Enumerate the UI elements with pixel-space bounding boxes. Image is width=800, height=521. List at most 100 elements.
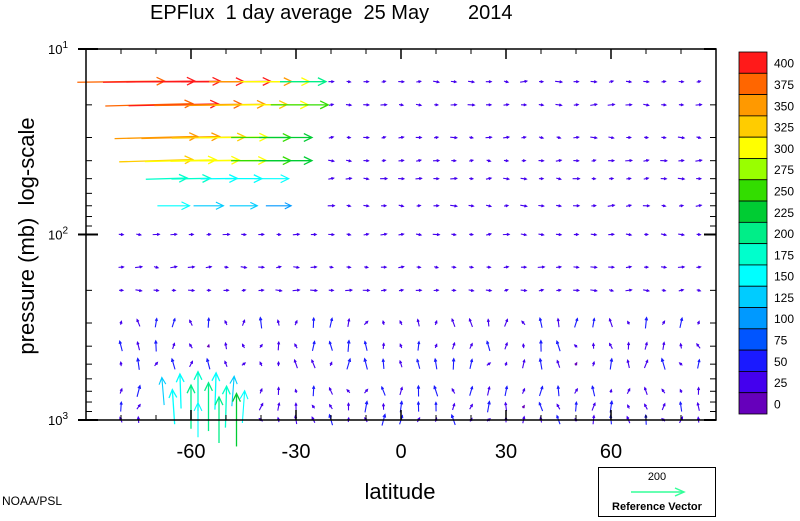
vector-arrow xyxy=(556,403,561,410)
vector-arrow xyxy=(416,159,423,163)
vector-arrow xyxy=(486,362,492,366)
vector-arrow xyxy=(520,177,528,181)
vector-arrow xyxy=(381,402,386,410)
vector-arrow xyxy=(119,155,195,165)
vector-arrow xyxy=(363,232,370,236)
vector-arrow xyxy=(187,265,196,269)
vector-arrow xyxy=(157,201,191,211)
vector-arrow xyxy=(469,342,473,349)
vector-arrow xyxy=(451,341,456,350)
vector-arrow xyxy=(119,400,123,412)
vector-arrow xyxy=(346,204,352,208)
x-axis-ticks: -60 -30 0 30 60 xyxy=(85,49,717,463)
vector-arrow xyxy=(205,265,213,269)
x-tick-label: 30 xyxy=(495,441,517,463)
vector-arrow xyxy=(154,317,158,328)
vector-arrow xyxy=(258,402,264,411)
vector-arrow xyxy=(538,385,544,397)
vector-arrow xyxy=(677,265,686,269)
vector-arrow xyxy=(696,401,700,411)
vector-arrow xyxy=(224,341,228,350)
vector-arrow xyxy=(486,159,492,163)
vector-arrow xyxy=(503,159,510,163)
vector-arrow xyxy=(608,159,616,163)
vector-arrow xyxy=(487,385,491,396)
vector-arrow xyxy=(450,204,459,208)
vector-arrow xyxy=(416,204,422,208)
vector-arrow xyxy=(265,202,293,210)
vector-arrow xyxy=(469,159,475,163)
vector-arrow xyxy=(381,342,386,349)
vector-arrow xyxy=(434,319,438,326)
vector-arrow xyxy=(153,265,160,269)
vector-arrow xyxy=(328,159,336,163)
vector-arrow xyxy=(224,360,228,368)
vector-arrow xyxy=(363,135,370,140)
vector-arrow xyxy=(522,358,526,369)
vector-arrow xyxy=(381,136,387,140)
vector-arrow xyxy=(293,358,298,369)
vector-arrow xyxy=(573,344,578,348)
vector-arrow xyxy=(346,80,352,84)
vector-arrow xyxy=(416,384,421,397)
vector-arrow xyxy=(381,385,386,396)
vector-arrow xyxy=(643,177,650,181)
vector-arrow xyxy=(433,80,441,84)
vector-arrow xyxy=(168,388,178,425)
vector-arrow xyxy=(538,316,543,328)
vector-arrow xyxy=(592,317,596,328)
vector-arrow xyxy=(521,135,527,140)
colorbar-label: 250 xyxy=(774,184,794,198)
vector-arrow xyxy=(556,135,562,140)
vector-arrow xyxy=(486,232,493,236)
vector-arrow xyxy=(660,265,668,269)
vector-arrow xyxy=(660,357,666,370)
vector-arrow xyxy=(311,340,316,351)
colorbar-swatch xyxy=(738,158,768,181)
vector-arrow xyxy=(556,204,563,208)
vector-arrow xyxy=(416,358,421,369)
vector-arrow xyxy=(206,343,210,348)
vector-arrow xyxy=(224,265,230,269)
vector-arrow xyxy=(573,204,581,208)
vector-arrow xyxy=(520,233,528,237)
vector-arrow xyxy=(193,201,225,210)
colorbar-swatch xyxy=(738,94,768,117)
vector-arrow xyxy=(556,265,563,269)
vector-arrow xyxy=(696,343,701,349)
vector-arrow xyxy=(556,385,560,397)
vector-arrow xyxy=(451,265,457,269)
vector-arrow xyxy=(696,136,702,140)
vector-arrow xyxy=(538,204,545,208)
vector-arrow xyxy=(678,233,686,237)
colorbar-swatch xyxy=(738,328,768,351)
vector-arrow xyxy=(504,385,509,397)
vector-arrow xyxy=(363,159,370,163)
colorbar-swatch xyxy=(738,349,768,372)
vector-arrow xyxy=(556,359,561,368)
vector-arrow xyxy=(433,384,439,397)
vector-arrow xyxy=(625,288,633,292)
vector-arrow xyxy=(415,288,423,292)
vector-arrow xyxy=(171,317,176,328)
vector-arrow xyxy=(328,232,336,237)
vector-arrow xyxy=(398,159,405,163)
vector-arrow xyxy=(521,159,527,163)
vector-arrow xyxy=(556,288,562,292)
vector-arrow xyxy=(153,288,160,292)
vector-arrow xyxy=(415,233,423,237)
vector-arrow xyxy=(642,204,651,208)
reference-vector-value: 200 xyxy=(647,471,667,483)
vector-arrow xyxy=(555,103,563,107)
vector-arrow xyxy=(643,288,651,293)
vector-arrow xyxy=(504,361,508,366)
vector-arrow xyxy=(221,384,231,428)
vector-arrow xyxy=(504,318,509,327)
vector-arrow xyxy=(259,343,263,348)
vector-arrow xyxy=(223,288,230,292)
vector-arrow xyxy=(347,317,351,327)
vector-arrow xyxy=(345,288,354,292)
colorbar-swatch xyxy=(738,51,768,74)
vector-arrow xyxy=(572,177,581,181)
y-tick-label: 101 xyxy=(48,40,68,57)
